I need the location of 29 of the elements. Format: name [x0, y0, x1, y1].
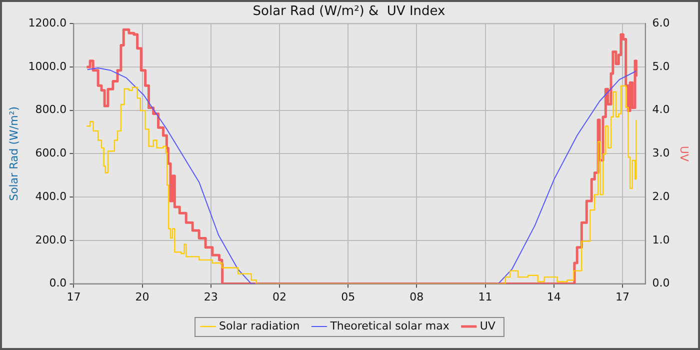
y-tick-label: 600.0: [35, 146, 67, 160]
x-tick-label: 17: [615, 290, 630, 304]
legend-label: Solar radiation: [219, 319, 300, 332]
x-tick-label: 08: [410, 290, 424, 304]
y-tick-label: 0.0: [49, 276, 67, 290]
y2-tick-label: 4.0: [652, 103, 670, 116]
y2-axis-title: UV: [678, 146, 691, 162]
y-tick-label: 1000.0: [28, 60, 67, 73]
legend-label: UV: [480, 319, 496, 332]
y2-tick-label: 1.0: [652, 233, 670, 246]
y2-tick-label: 2.0: [652, 190, 670, 203]
x-tick-label: 11: [478, 290, 492, 304]
chart-title: Solar Rad (W/m²) & UV Index: [252, 4, 446, 20]
y2-tick-label: 3.0: [652, 146, 670, 160]
y2-tick-label: 5.0: [652, 60, 670, 73]
y-tick-label: 1200.0: [28, 16, 67, 30]
x-tick-label: 05: [341, 290, 356, 304]
y-tick-label: 200.0: [35, 233, 67, 246]
y2-tick-label: 6.0: [652, 16, 670, 30]
x-tick-label: 02: [272, 290, 286, 304]
y2-tick-label: 0.0: [652, 276, 670, 290]
y-tick-label: 400.0: [35, 190, 67, 203]
legend-label: Theoretical solar max: [329, 319, 450, 332]
x-tick-label: 23: [204, 290, 218, 304]
x-tick-label: 20: [135, 290, 150, 304]
x-tick-label: 14: [546, 290, 561, 304]
y-axis-title: Solar Rad (W/m²): [7, 106, 20, 201]
y-tick-label: 800.0: [35, 103, 67, 116]
x-tick-label: 17: [66, 290, 81, 304]
